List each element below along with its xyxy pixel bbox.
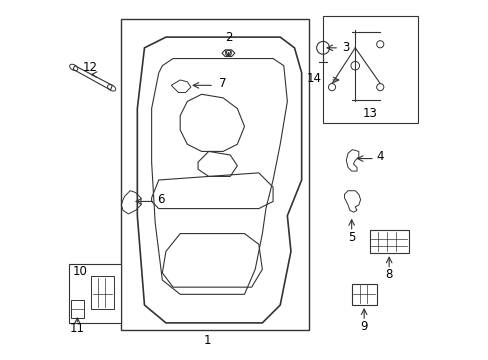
Bar — [91, 276, 114, 309]
Text: 1: 1 — [203, 334, 210, 347]
Bar — [121, 19, 308, 330]
Text: 13: 13 — [362, 107, 377, 120]
Text: 5: 5 — [347, 231, 355, 244]
Bar — [351, 284, 376, 305]
Text: 4: 4 — [376, 150, 383, 163]
Text: 12: 12 — [82, 61, 98, 74]
Text: 11: 11 — [70, 322, 84, 335]
Text: 10: 10 — [73, 265, 88, 278]
Bar — [71, 300, 83, 318]
Bar — [69, 264, 121, 323]
Bar — [369, 230, 408, 253]
Text: 2: 2 — [224, 31, 232, 44]
Text: 6: 6 — [157, 193, 164, 206]
Text: 3: 3 — [342, 41, 349, 54]
Text: 8: 8 — [385, 268, 392, 281]
Text: 14: 14 — [306, 72, 321, 85]
Bar — [323, 16, 417, 123]
Text: 7: 7 — [219, 77, 226, 90]
Text: 9: 9 — [360, 320, 367, 333]
